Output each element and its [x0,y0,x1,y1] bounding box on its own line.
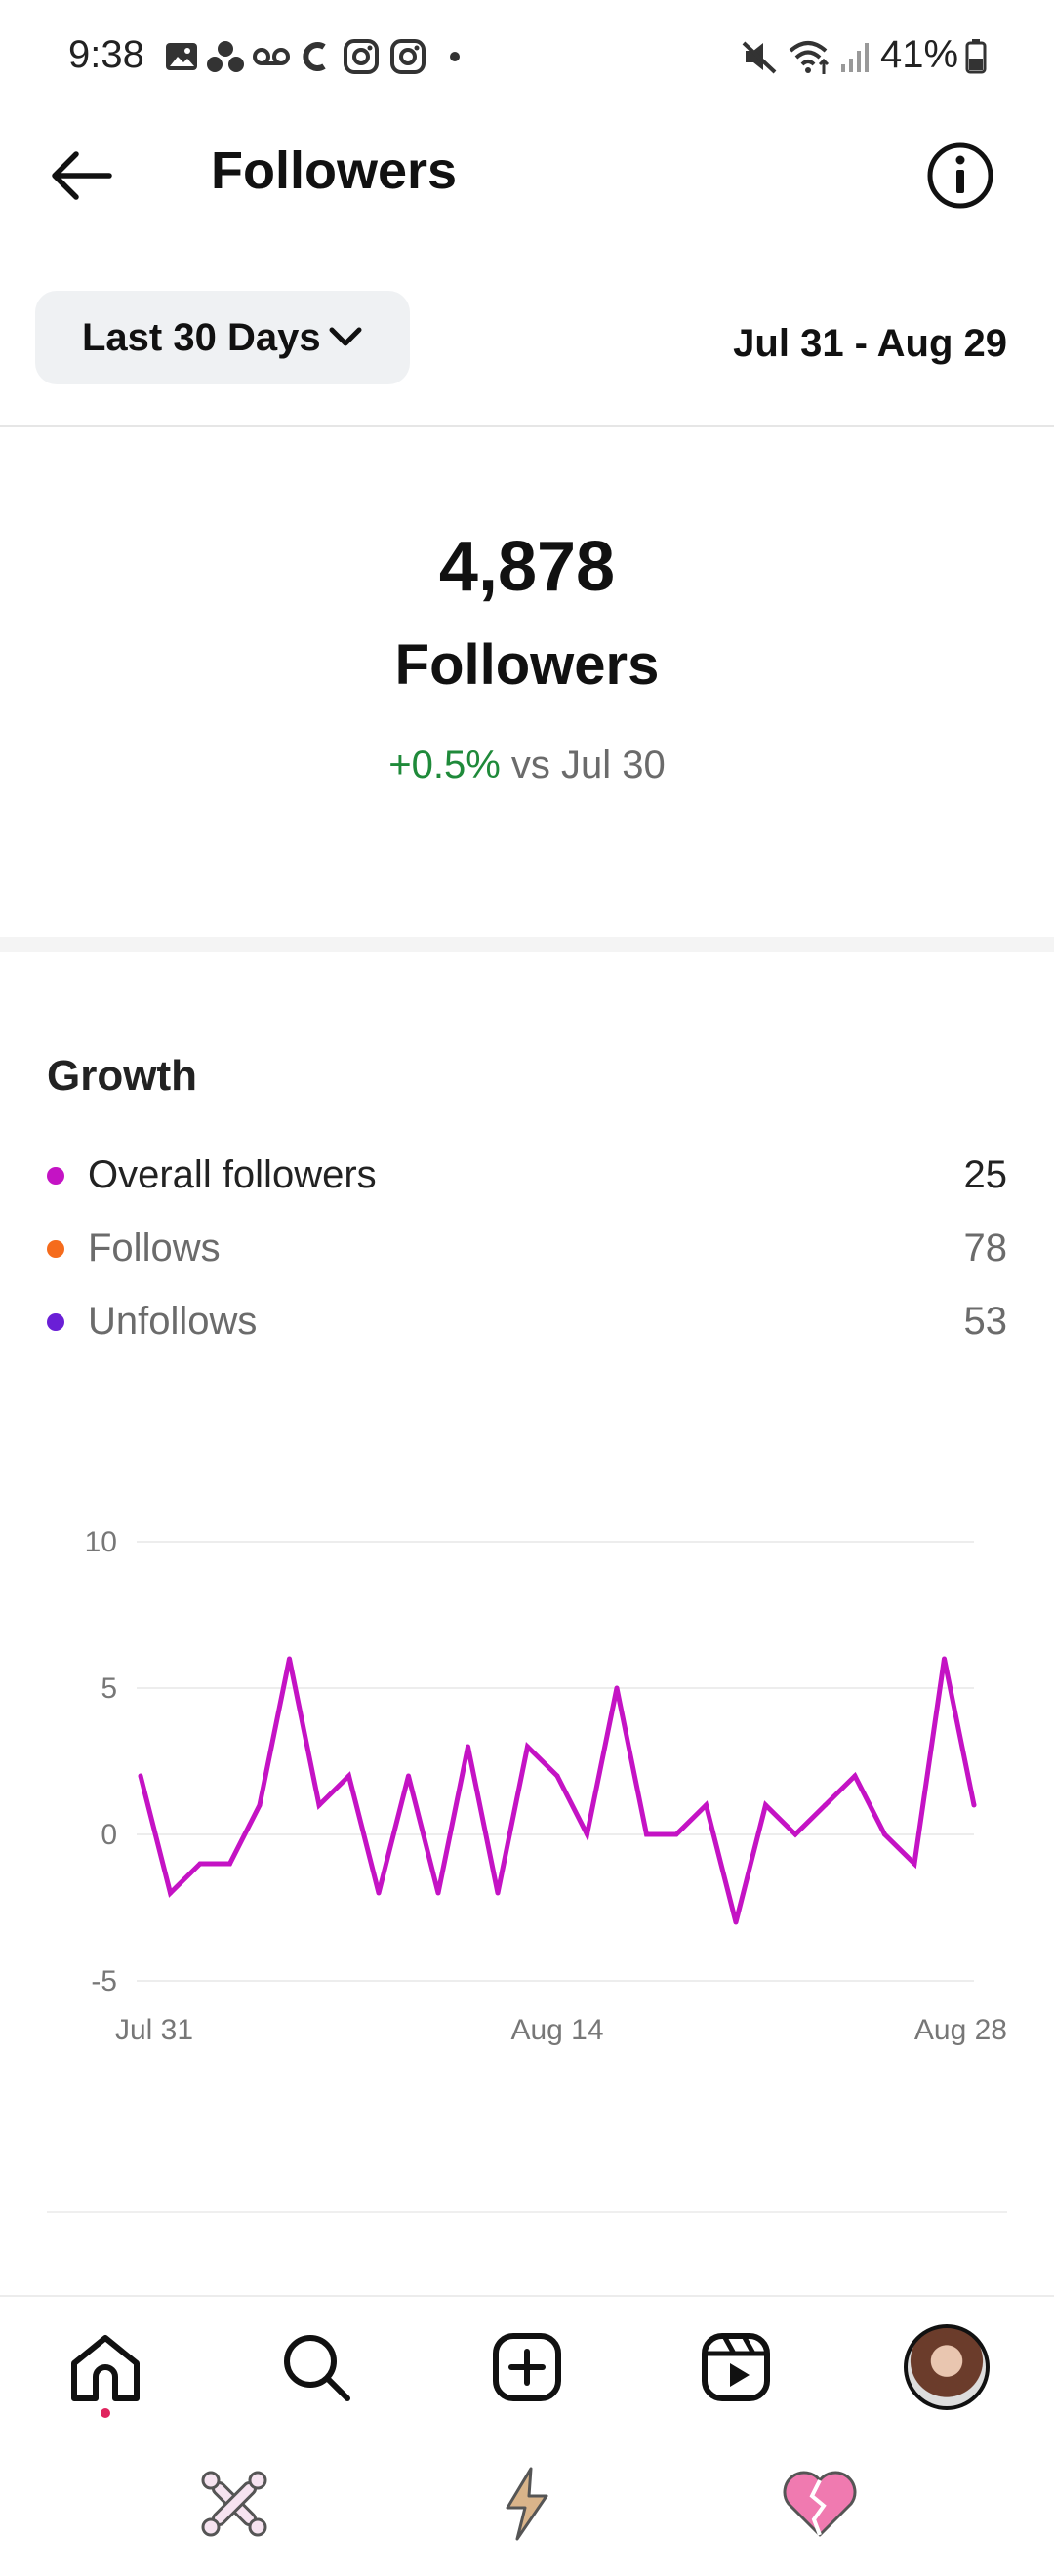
follower-count-label: Followers [394,633,660,697]
home-notification-dot [101,2408,110,2418]
data-point [466,1744,470,1750]
status-bar: 9:38 41% [0,0,1054,107]
growth-title: Growth [47,1052,197,1100]
growth-line-chart: 10 5 0 -5 Jul 31 Aug 14 Aug 28 [85,1526,1007,2046]
legend-value: 78 [963,1227,1008,1269]
x-tick-label: Jul 31 [115,2014,193,2046]
chevron-down-icon [329,327,362,346]
legend-label: Follows [88,1227,221,1269]
y-tick-label: 10 [85,1526,117,1558]
battery-charging-icon [965,39,987,74]
data-point [733,1919,739,1925]
legend-value: 25 [963,1153,1008,1196]
data-point [942,1656,947,1662]
data-point [763,1802,768,1808]
data-point [257,1802,263,1808]
follower-count: 4,878 [438,528,616,606]
info-button[interactable] [921,137,999,215]
data-point [495,1890,501,1896]
instagram-notification-icon [344,39,379,74]
data-point [971,1802,977,1808]
create-icon[interactable] [486,2326,568,2408]
instagram-notification-icon-2 [390,39,426,74]
data-point [197,1861,203,1867]
change-comparison: vs Jul 30 [510,744,666,786]
data-point [823,1802,828,1808]
data-point [525,1744,530,1750]
legend-label: Overall followers [88,1153,377,1196]
voicemail-icon [253,48,290,65]
legend-row-follows: Follows 78 [47,1219,1007,1277]
x-tick-label: Aug 28 [914,2014,1007,2046]
legend-row-overall-followers: Overall followers 25 [47,1146,1007,1204]
mute-icon [742,41,777,74]
divider [0,425,1054,427]
data-point [138,1773,143,1779]
data-point [554,1773,560,1779]
section-separator [0,937,1054,952]
legend-dot [47,1240,64,1258]
data-point [852,1773,858,1779]
data-point [316,1802,322,1808]
series-line-overall-followers [138,1658,977,1923]
data-point [704,1802,709,1808]
system-shortcut-bar [0,2435,1054,2576]
data-point [435,1890,441,1896]
bottom-navigation [0,2295,1054,2437]
data-point [673,1831,679,1837]
c-app-icon [303,42,326,71]
data-point [346,1773,351,1779]
data-point [912,1861,917,1867]
x-tick-label: Aug 14 [510,2014,603,2046]
home-icon[interactable] [64,2326,146,2408]
date-range-text: Jul 31 - Aug 29 [733,322,1007,365]
crossbones-icon[interactable] [193,2463,275,2545]
divider [47,2211,1007,2213]
profile-avatar[interactable] [904,2324,990,2410]
data-point [227,1861,232,1867]
data-point [585,1831,589,1837]
back-button[interactable] [43,137,121,215]
reels-icon[interactable] [695,2326,777,2408]
search-icon[interactable] [275,2326,357,2408]
lightning-icon[interactable] [486,2463,568,2545]
more-notifications-icon [450,52,460,61]
y-tick-label: 0 [101,1819,117,1851]
gallery-icon [166,43,197,70]
data-point [644,1831,649,1837]
data-point [882,1831,887,1837]
page-title: Followers [211,141,458,200]
signal-icon [841,43,869,72]
status-time: 9:38 [68,33,144,76]
change-summary: +0.5% vs Jul 30 [0,744,1054,787]
legend-row-unfollows: Unfollows 53 [47,1292,1007,1350]
legend-dot [47,1167,64,1185]
battery-level: 41% [880,33,959,76]
legend-value: 53 [963,1300,1008,1343]
data-point [792,1831,798,1837]
legend-dot [47,1313,64,1331]
date-range-selected: Last 30 Days [82,316,321,359]
legend-label: Unfollows [88,1300,258,1343]
wifi-icon [789,41,830,74]
y-tick-label: 5 [101,1672,117,1705]
data-point [406,1773,411,1779]
change-percent: +0.5% [388,744,501,786]
data-point [287,1656,292,1662]
data-point [614,1685,620,1691]
community-icon [207,41,244,72]
date-range-dropdown[interactable]: Last 30 Days [35,291,410,384]
y-tick-label: -5 [91,1965,117,1997]
data-point [168,1890,173,1896]
data-point [376,1890,382,1896]
broken-heart-icon[interactable] [779,2463,861,2545]
